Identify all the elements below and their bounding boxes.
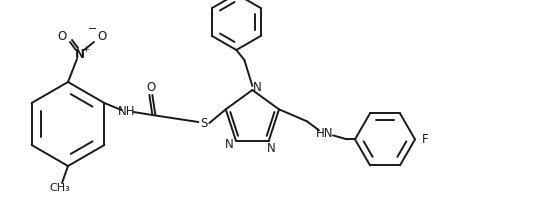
Text: O: O — [98, 30, 107, 43]
Text: N: N — [267, 142, 275, 155]
Text: O: O — [57, 30, 66, 43]
Text: S: S — [201, 116, 208, 129]
Text: CH₃: CH₃ — [50, 183, 70, 193]
Text: NH: NH — [118, 105, 135, 118]
Text: +: + — [82, 45, 89, 54]
Text: N: N — [253, 80, 262, 93]
Text: N: N — [225, 138, 233, 151]
Text: F: F — [422, 133, 428, 146]
Text: HN: HN — [316, 127, 334, 140]
Text: O: O — [146, 80, 155, 93]
Text: −: − — [88, 24, 98, 34]
Text: N: N — [75, 47, 85, 60]
